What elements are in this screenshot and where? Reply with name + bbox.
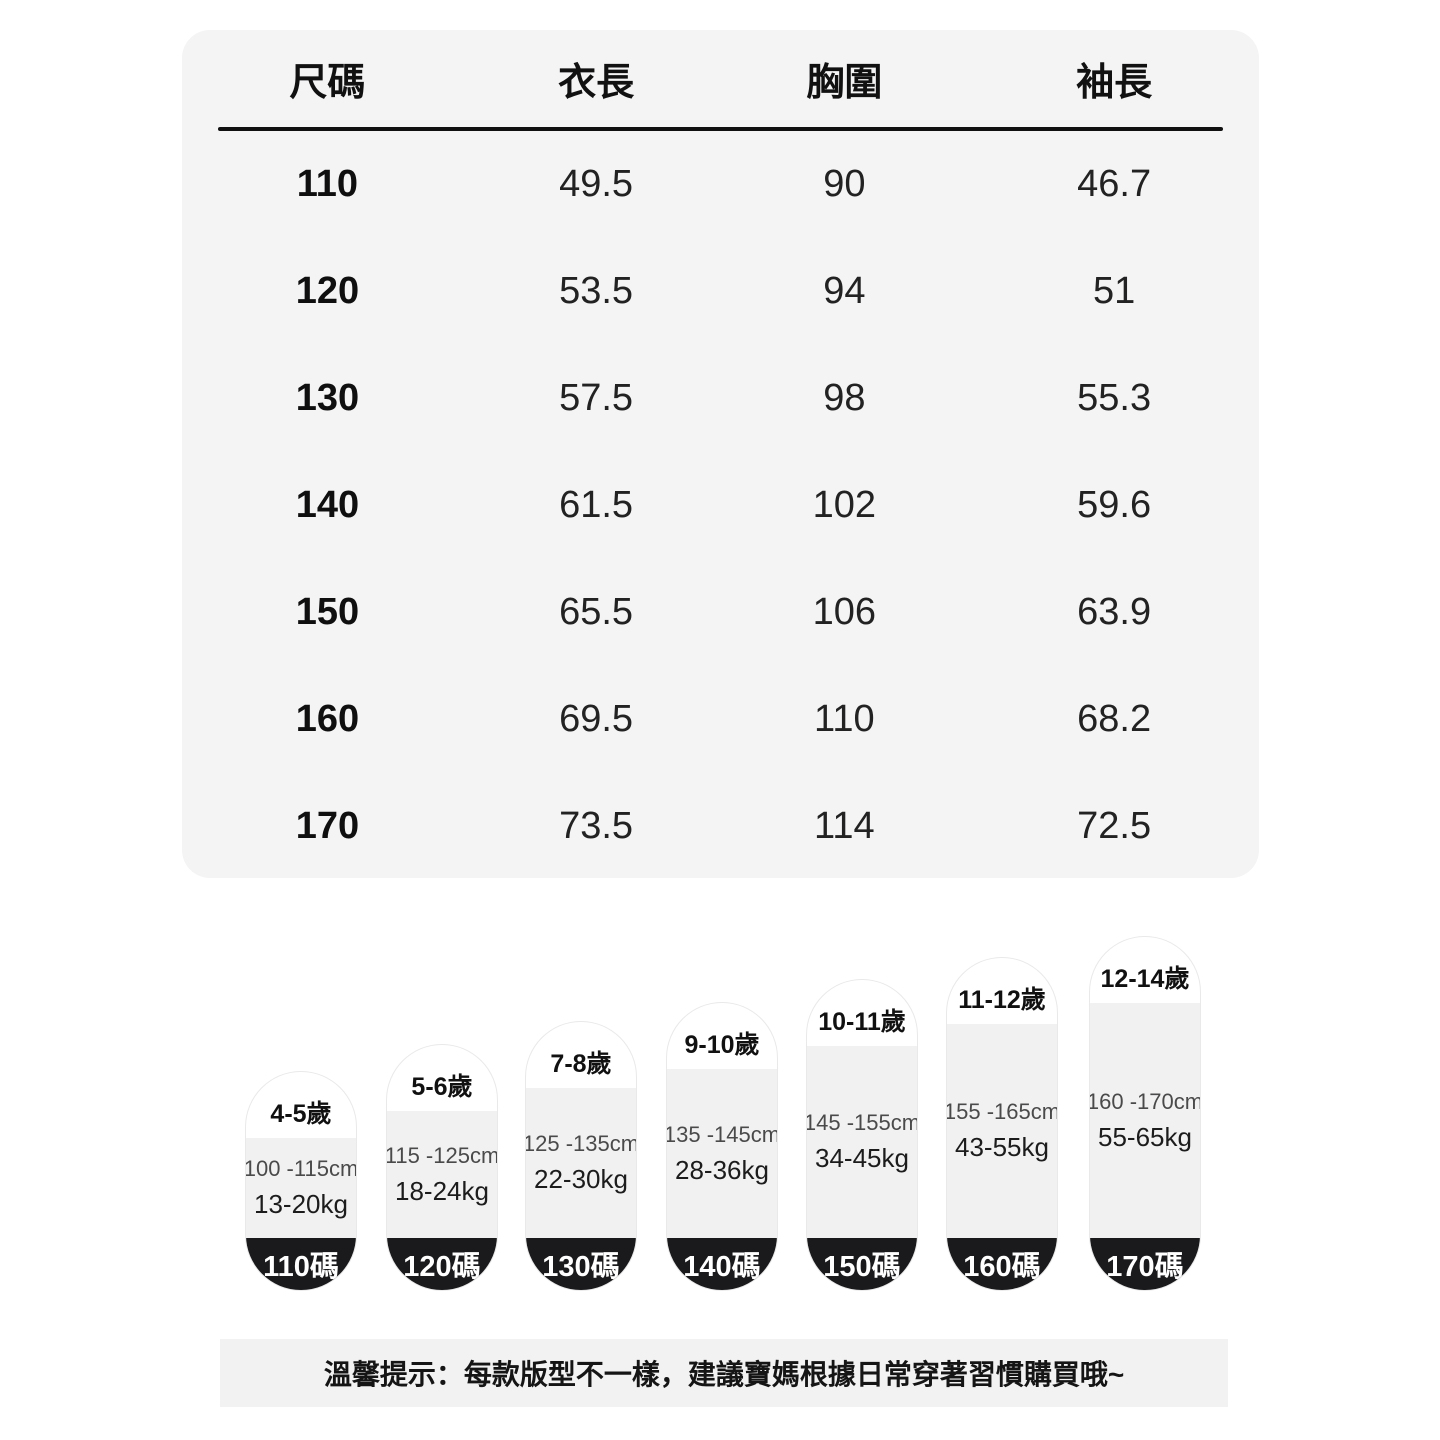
capsule-body: 115 -125cm 18-24kg — [387, 1111, 497, 1238]
capsule-size-label: 150碼 — [807, 1238, 917, 1290]
capsule-weight-range: 43-55kg — [955, 1132, 1049, 1162]
size-capsule-120: 5-6歲 115 -125cm 18-24kg 120碼 — [387, 1045, 497, 1290]
capsule-age-label: 10-11歲 — [818, 1008, 906, 1036]
capsule-size-label: 140碼 — [667, 1238, 777, 1290]
capsule-weight-range: 22-30kg — [534, 1164, 628, 1194]
capsule-age-label: 7-8歲 — [550, 1050, 612, 1078]
capsule-body: 100 -115cm 13-20kg — [246, 1138, 356, 1238]
size-table-header-row: 尺碼 衣長 胸圍 袖長 — [182, 30, 1259, 127]
cell-sleeve: 46.7 — [1077, 163, 1152, 205]
capsule-size-label: 130碼 — [526, 1238, 636, 1290]
cell-size: 130 — [295, 377, 360, 419]
table-row: 170 73.5 114 72.5 — [182, 773, 1259, 878]
capsule-height-range: 145 -155cm — [807, 1110, 917, 1135]
cell-size: 110 — [296, 163, 359, 205]
table-row: 110 49.5 90 46.7 — [182, 131, 1259, 238]
cell-sleeve: 51 — [1092, 270, 1136, 312]
cell-chest: 110 — [814, 698, 875, 740]
capsule-weight-range: 18-24kg — [395, 1175, 489, 1206]
capsule-age-label: 9-10歲 — [684, 1031, 760, 1059]
cell-size: 150 — [295, 591, 360, 633]
header-sleeve: 袖長 — [1076, 62, 1153, 104]
size-capsule-150: 10-11歲 145 -155cm 34-45kg 150碼 — [807, 980, 917, 1290]
cell-size: 160 — [295, 698, 360, 740]
header-length: 衣長 — [558, 62, 635, 104]
cell-sleeve: 63.9 — [1077, 591, 1152, 633]
cell-chest: 94 — [823, 270, 866, 312]
cell-chest: 114 — [814, 805, 875, 847]
cell-length: 57.5 — [559, 377, 634, 419]
capsule-age-label: 4-5歲 — [270, 1100, 332, 1128]
size-capsule-170: 12-14歲 160 -170cm 55-65kg 170碼 — [1090, 937, 1200, 1290]
reminder-note-text: 溫馨提示：每款版型不一樣，建議寶媽根據日常穿著習慣購買哦~ — [323, 1359, 1125, 1390]
capsule-body: 125 -135cm 22-30kg — [526, 1088, 636, 1238]
header-divider-line — [218, 127, 1223, 131]
cell-length: 73.5 — [559, 805, 634, 847]
table-row: 140 61.5 102 59.6 — [182, 452, 1259, 559]
capsule-age-label: 11-12歲 — [958, 986, 1046, 1014]
header-size: 尺碼 — [289, 62, 366, 104]
capsule-size-label: 120碼 — [387, 1238, 497, 1290]
capsule-size-label: 110碼 — [246, 1238, 356, 1290]
capsule-size-label: 170碼 — [1090, 1238, 1200, 1290]
cell-chest: 102 — [812, 484, 877, 526]
size-capsule-160: 11-12歲 155 -165cm 43-55kg 160碼 — [947, 958, 1057, 1290]
header-chest: 胸圍 — [806, 62, 883, 104]
capsule-weight-range: 28-36kg — [675, 1154, 769, 1185]
reminder-note: 溫馨提示：每款版型不一樣，建議寶媽根據日常穿著習慣購買哦~ — [220, 1339, 1228, 1407]
size-table-panel: 尺碼 衣長 胸圍 袖長 110 49.5 90 46.7 120 53.5 94… — [182, 30, 1259, 878]
capsule-height-range: 100 -115cm — [246, 1156, 356, 1181]
capsule-weight-range: 13-20kg — [254, 1189, 348, 1219]
cell-length: 69.5 — [559, 698, 634, 740]
cell-chest: 98 — [823, 377, 866, 419]
capsule-weight-range: 55-65kg — [1098, 1121, 1192, 1152]
capsule-height-range: 155 -165cm — [947, 1099, 1057, 1124]
capsule-age-label: 12-14歲 — [1100, 965, 1190, 993]
size-capsule-140: 9-10歲 135 -145cm 28-36kg 140碼 — [667, 1003, 777, 1290]
cell-length: 49.5 — [559, 163, 634, 205]
cell-length: 61.5 — [559, 484, 634, 526]
cell-sleeve: 68.2 — [1077, 698, 1152, 740]
capsule-body: 160 -170cm 55-65kg — [1090, 1003, 1200, 1238]
size-capsule-110: 4-5歲 100 -115cm 13-20kg 110碼 — [246, 1072, 356, 1290]
cell-sleeve: 72.5 — [1077, 805, 1152, 847]
cell-sleeve: 59.6 — [1077, 484, 1152, 526]
table-row: 160 69.5 110 68.2 — [182, 666, 1259, 773]
capsule-body: 155 -165cm 43-55kg — [947, 1024, 1057, 1238]
cell-length: 53.5 — [559, 270, 634, 312]
cell-sleeve: 55.3 — [1077, 377, 1152, 419]
table-row: 130 57.5 98 55.3 — [182, 345, 1259, 452]
capsule-age-label: 5-6歲 — [411, 1073, 473, 1101]
size-capsule-130: 7-8歲 125 -135cm 22-30kg 130碼 — [526, 1022, 636, 1290]
capsule-body: 145 -155cm 34-45kg — [807, 1046, 917, 1238]
cell-chest: 106 — [812, 591, 877, 633]
cell-length: 65.5 — [559, 591, 634, 633]
cell-chest: 90 — [823, 163, 866, 205]
cell-size: 140 — [295, 484, 360, 526]
cell-size: 120 — [295, 270, 360, 312]
capsule-height-range: 115 -125cm — [387, 1142, 497, 1168]
table-row: 150 65.5 106 63.9 — [182, 559, 1259, 666]
capsule-height-range: 125 -135cm — [526, 1131, 636, 1156]
capsule-height-range: 135 -145cm — [667, 1121, 777, 1147]
capsule-height-range: 160 -170cm — [1090, 1088, 1200, 1114]
table-row: 120 53.5 94 51 — [182, 238, 1259, 345]
cell-size: 170 — [295, 805, 360, 847]
capsule-weight-range: 34-45kg — [815, 1143, 909, 1173]
capsule-size-label: 160碼 — [947, 1238, 1057, 1290]
capsule-body: 135 -145cm 28-36kg — [667, 1069, 777, 1238]
